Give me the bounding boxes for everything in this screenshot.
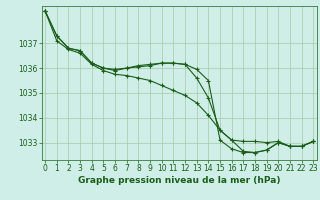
X-axis label: Graphe pression niveau de la mer (hPa): Graphe pression niveau de la mer (hPa) — [78, 176, 280, 185]
